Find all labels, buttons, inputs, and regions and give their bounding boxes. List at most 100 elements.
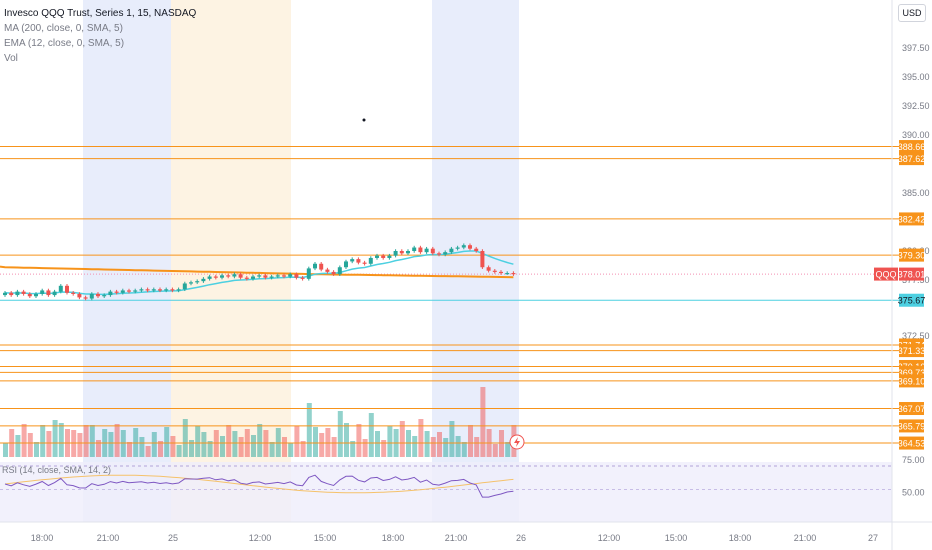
candle-body [375, 255, 379, 258]
candle-body [275, 275, 280, 277]
candle-body [96, 293, 100, 297]
candle-body [71, 292, 76, 294]
volume-bar [300, 441, 306, 457]
candle-body [176, 289, 181, 291]
volume-bar [269, 442, 275, 457]
candle-body [418, 247, 423, 253]
candle-body [337, 267, 342, 275]
volume-bar [418, 419, 424, 457]
volume-bar [52, 420, 58, 457]
candle-body [263, 275, 268, 278]
volume-bar [350, 441, 356, 457]
volume-bar [151, 432, 157, 457]
candle-body [226, 275, 231, 277]
time-tick-label: 27 [868, 533, 878, 543]
candle-body [288, 274, 293, 277]
level-lower-1-label: 371.33 [898, 346, 926, 356]
candle-body [294, 274, 299, 278]
price-tick-label: 390.00 [902, 130, 930, 140]
candle-body [486, 267, 491, 271]
rsi-tick-label: 50.00 [902, 488, 925, 498]
candle-body [368, 257, 373, 264]
candle-body [120, 290, 125, 293]
candle-body [27, 293, 32, 297]
candle-body [102, 295, 107, 297]
volume-bar [83, 425, 89, 457]
candle-body [52, 291, 57, 296]
candle-body [139, 289, 144, 291]
candle-body [21, 291, 26, 294]
candle-body [170, 289, 175, 291]
candle-body [356, 259, 361, 263]
candle-body [195, 281, 200, 283]
volume-bar [325, 428, 331, 457]
level-2-label: 382.42 [898, 214, 926, 224]
price-tick-label: 397.50 [902, 43, 930, 53]
candle-body [269, 276, 274, 278]
volume-bar [399, 421, 405, 457]
legend-ma[interactable]: MA (200, close, 0, SMA, 5) [4, 23, 123, 34]
legend-ema[interactable]: EMA (12, close, 0, SMA, 5) [4, 38, 125, 49]
level-0-label: 388.66 [898, 142, 926, 152]
volume-bar [474, 437, 480, 457]
candle-body [40, 290, 45, 294]
rsi-legend[interactable]: RSI (14, close, SMA, 14, 2) [2, 465, 112, 475]
candle-body [213, 276, 218, 278]
candle-body [399, 251, 404, 254]
legend-vol[interactable]: Vol [4, 53, 18, 64]
level-lower-6-label: 365.79 [898, 421, 926, 431]
candle-body [58, 285, 63, 292]
candle-body [480, 251, 485, 268]
time-tick-label: 21:00 [794, 533, 817, 543]
price-tick-label: 385.00 [902, 188, 930, 198]
volume-bar [387, 426, 393, 457]
volume-bar [424, 431, 430, 457]
candle-body [133, 290, 138, 292]
volume-bar [337, 411, 343, 457]
level-1-tag [899, 152, 924, 166]
volume-bar [492, 444, 498, 457]
volume-bar [15, 435, 21, 457]
volume-bar [282, 437, 287, 457]
volume-bar [356, 424, 362, 457]
candle-body [46, 290, 51, 296]
candle-body [182, 283, 187, 290]
candle-body [499, 271, 503, 274]
volume-bar [294, 426, 300, 457]
candle-body [313, 263, 317, 269]
candle-body [83, 297, 88, 299]
candle-body [238, 274, 243, 278]
legend-title[interactable]: Invesco QQQ Trust, Series 1, 15, NASDAQ [4, 8, 197, 19]
candle-body [344, 261, 348, 268]
candle-body [127, 290, 131, 292]
currency-button[interactable]: USD [898, 4, 926, 22]
price-tick-label: 395.00 [902, 72, 930, 82]
level-3-tag [899, 248, 924, 262]
candle-body [430, 248, 435, 254]
level-lower-5-label: 367.07 [898, 404, 926, 414]
volume-bar [331, 437, 337, 457]
candle-body [34, 293, 38, 297]
volume-bar [443, 438, 449, 457]
volume-bar [368, 413, 374, 457]
candle-body [362, 262, 367, 264]
volume-bar [176, 445, 182, 457]
volume-bar [164, 427, 170, 457]
candle-body [244, 277, 249, 279]
candle-body [251, 276, 255, 279]
candle-body [381, 255, 386, 258]
level-lower-3-label: 369.73 [898, 368, 926, 378]
candle-body [145, 289, 150, 291]
volume-bar [505, 442, 511, 457]
candle-body [77, 293, 82, 298]
last-price-label: 378.01 [898, 270, 926, 280]
volume-bar [412, 436, 418, 457]
rsi-ma-line [4, 474, 514, 494]
candle-body [65, 285, 69, 293]
candle-body [89, 293, 94, 299]
candle-body [306, 268, 311, 279]
volume-bar [27, 433, 33, 457]
candle-body [220, 275, 224, 278]
